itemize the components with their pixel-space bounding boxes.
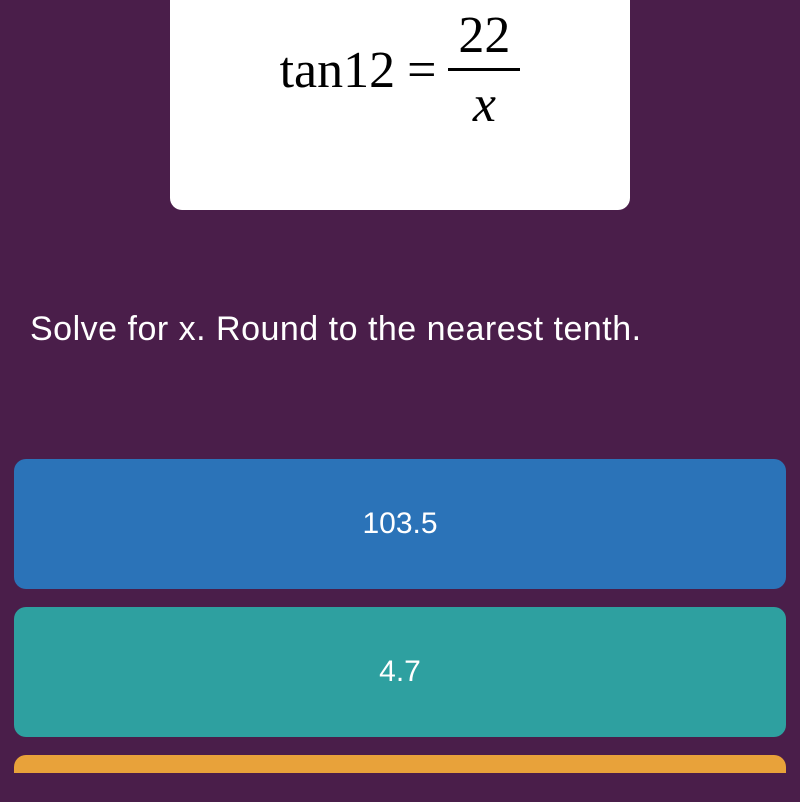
equation-left: tan12 — [280, 41, 396, 100]
quiz-container: tan12 = 22 x Solve for x. Round to the n… — [0, 0, 800, 802]
fraction-denominator: x — [463, 71, 506, 131]
partial-next-option — [14, 755, 786, 773]
answer-label: 103.5 — [362, 507, 437, 541]
answer-list: 103.5 4.7 — [0, 459, 800, 737]
equation-card: tan12 = 22 x — [170, 0, 630, 210]
equation-display: tan12 = 22 x — [280, 10, 521, 131]
answer-option-0[interactable]: 103.5 — [14, 459, 786, 589]
question-text: Solve for x. Round to the nearest tenth. — [0, 310, 800, 349]
answer-option-1[interactable]: 4.7 — [14, 607, 786, 737]
answer-label: 4.7 — [379, 655, 421, 689]
equation-equals: = — [407, 41, 436, 100]
fraction-numerator: 22 — [448, 10, 520, 68]
equation-fraction: 22 x — [448, 10, 520, 131]
